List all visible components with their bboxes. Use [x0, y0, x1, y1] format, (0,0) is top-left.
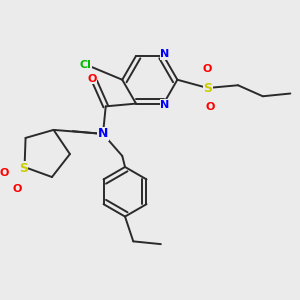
Text: N: N [160, 100, 170, 110]
Text: O: O [206, 102, 215, 112]
Text: O: O [87, 74, 97, 84]
Text: S: S [203, 82, 212, 94]
Text: S: S [19, 162, 28, 175]
Text: N: N [98, 128, 108, 140]
Text: O: O [13, 184, 22, 194]
Text: O: O [0, 168, 9, 178]
Text: Cl: Cl [79, 60, 91, 70]
Text: O: O [203, 64, 212, 74]
Text: N: N [160, 50, 170, 59]
